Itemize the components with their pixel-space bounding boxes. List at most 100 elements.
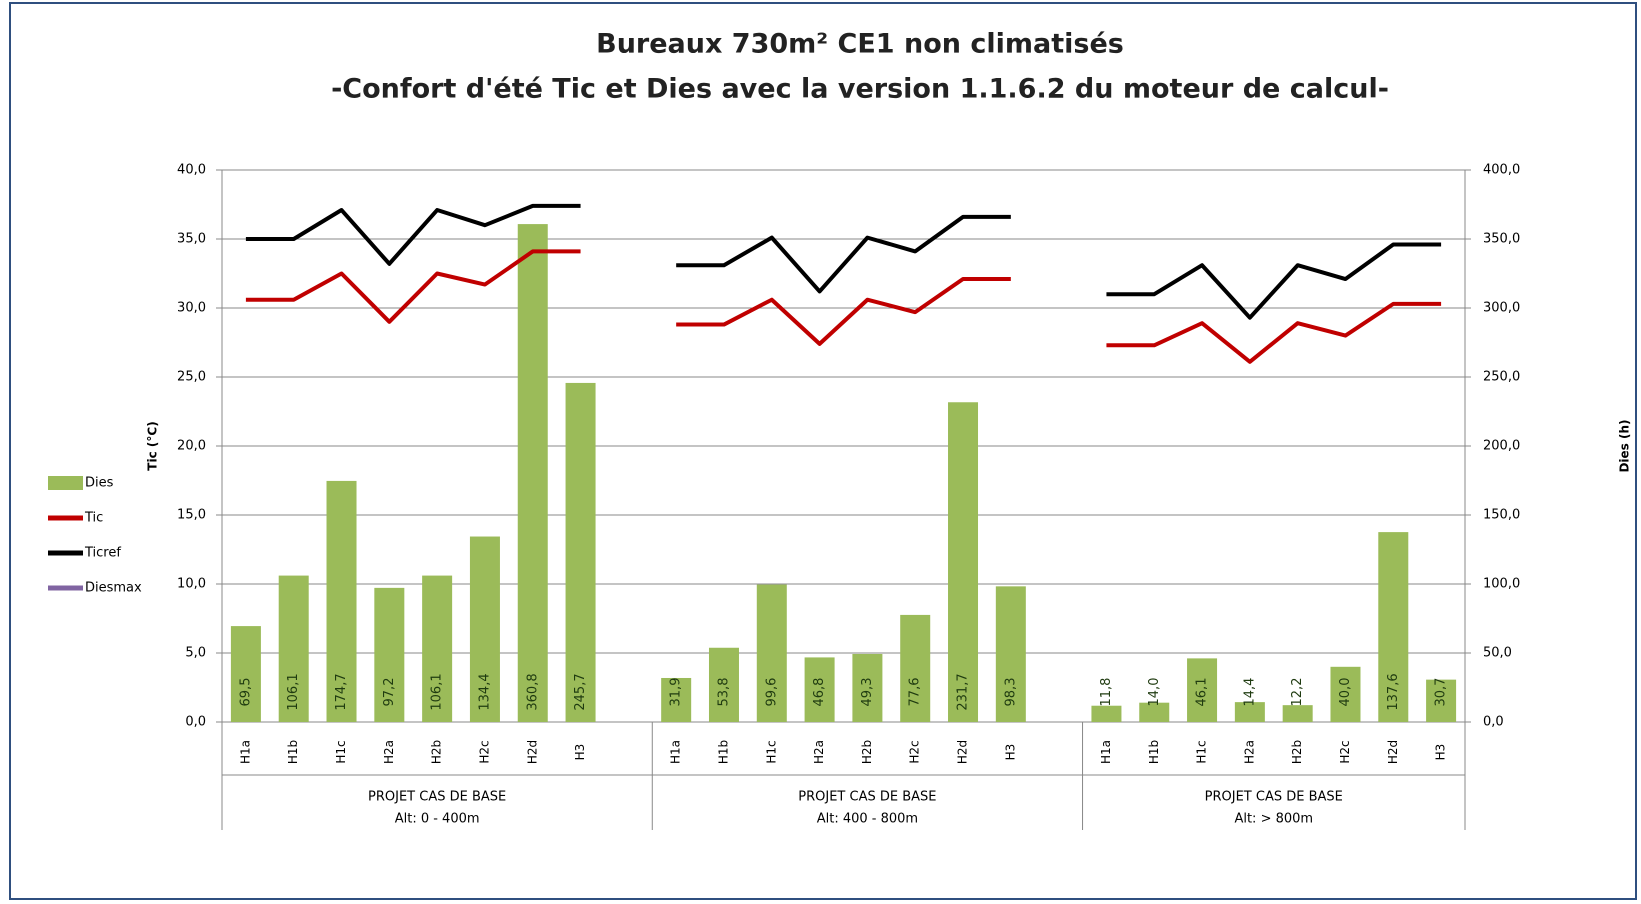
x-tick-label: H2a bbox=[382, 740, 396, 764]
data-label: 245,7 bbox=[573, 673, 588, 710]
bar bbox=[804, 657, 835, 722]
x-tick-label: H1c bbox=[764, 740, 778, 763]
data-label: 14,0 bbox=[1147, 678, 1162, 707]
bar bbox=[948, 402, 979, 722]
bar bbox=[422, 575, 453, 722]
group-label: PROJET CAS DE BASE bbox=[1205, 790, 1343, 805]
y-tick-label: 35,0 bbox=[177, 232, 206, 247]
data-label: 40,0 bbox=[1338, 678, 1353, 707]
bar bbox=[565, 382, 596, 722]
bar bbox=[374, 587, 405, 722]
x-tick-label: H3 bbox=[1434, 744, 1448, 761]
x-tick-label: H1b bbox=[1147, 740, 1161, 764]
x-tick-label: H2c bbox=[908, 740, 922, 763]
data-label: 12,2 bbox=[1290, 678, 1305, 707]
data-label: 360,8 bbox=[525, 673, 540, 710]
data-label: 69,5 bbox=[238, 678, 253, 707]
x-tick-label: H1b bbox=[286, 740, 300, 764]
bar bbox=[852, 653, 883, 722]
bar bbox=[326, 480, 357, 722]
x-tick-label: H2b bbox=[860, 740, 874, 764]
x-tick-label: H2d bbox=[525, 740, 539, 764]
bar bbox=[1330, 666, 1361, 722]
y2-tick-label: 300,0 bbox=[1483, 301, 1520, 316]
legend-label: Ticref bbox=[84, 546, 121, 561]
x-tick-label: H2d bbox=[956, 740, 970, 764]
x-tick-label: H1c bbox=[334, 740, 348, 763]
y-axis-label: Tic (°C) bbox=[146, 421, 160, 470]
chart-subtitle: -Confort d'été Tic et Dies avec la versi… bbox=[331, 74, 1389, 105]
x-tick-label: H1a bbox=[669, 740, 683, 764]
y-tick-label: 0,0 bbox=[185, 715, 206, 730]
line bbox=[245, 249, 581, 324]
x-tick-label: H2c bbox=[477, 740, 491, 763]
legend-label: Dies bbox=[85, 476, 114, 491]
group-label: Alt: > 800m bbox=[1234, 812, 1313, 827]
data-label: 14,4 bbox=[1242, 678, 1257, 707]
x-tick-label: H1c bbox=[1195, 740, 1209, 763]
x-tick-label: H2c bbox=[1338, 740, 1352, 763]
chart-title: Bureaux 730m² CE1 non climatisés bbox=[596, 29, 1124, 60]
data-label: 98,3 bbox=[1003, 678, 1018, 707]
bar bbox=[1426, 679, 1457, 722]
bar bbox=[469, 536, 500, 722]
bar bbox=[1187, 658, 1218, 722]
bar bbox=[708, 647, 739, 722]
x-tick-label: H1a bbox=[1099, 740, 1113, 764]
line bbox=[1106, 301, 1442, 364]
y2-tick-label: 250,0 bbox=[1483, 370, 1520, 385]
group-label: Alt: 400 - 800m bbox=[817, 812, 918, 827]
y-tick-label: 30,0 bbox=[177, 301, 206, 316]
bar bbox=[661, 677, 692, 722]
bar bbox=[230, 626, 261, 722]
data-label: 106,1 bbox=[430, 673, 445, 710]
bar bbox=[1139, 702, 1170, 722]
x-tick-label: H2b bbox=[1290, 740, 1304, 764]
group-label: PROJET CAS DE BASE bbox=[798, 790, 936, 805]
x-tick-label: H2b bbox=[430, 740, 444, 764]
data-label: 77,6 bbox=[908, 678, 923, 707]
data-label: 30,7 bbox=[1434, 678, 1449, 707]
y2-axis-label: Dies (h) bbox=[1618, 419, 1632, 472]
legend-swatch bbox=[48, 476, 83, 490]
data-label: 97,2 bbox=[382, 678, 397, 707]
y-tick-label: 10,0 bbox=[177, 577, 206, 592]
data-label: 174,7 bbox=[334, 673, 349, 710]
bar bbox=[278, 575, 309, 722]
x-tick-label: H2d bbox=[1386, 740, 1400, 764]
y-tick-label: 15,0 bbox=[177, 508, 206, 523]
y-tick-label: 40,0 bbox=[177, 163, 206, 178]
y2-tick-label: 400,0 bbox=[1483, 163, 1520, 178]
bar bbox=[517, 224, 548, 722]
line bbox=[676, 277, 1011, 346]
bar bbox=[756, 584, 787, 722]
x-tick-label: H3 bbox=[1003, 744, 1017, 761]
data-label: 137,6 bbox=[1386, 673, 1401, 710]
y2-tick-label: 0,0 bbox=[1483, 715, 1504, 730]
y2-tick-label: 100,0 bbox=[1483, 577, 1520, 592]
group-label: Alt: 0 - 400m bbox=[395, 812, 480, 827]
x-tick-label: H2a bbox=[1242, 740, 1256, 764]
legend-label: Diesmax bbox=[85, 581, 142, 596]
bar bbox=[1378, 532, 1409, 722]
x-tick-label: H1a bbox=[238, 740, 252, 764]
bar bbox=[1234, 702, 1265, 722]
y2-tick-label: 150,0 bbox=[1483, 508, 1520, 523]
data-label: 99,6 bbox=[764, 678, 779, 707]
bar bbox=[1091, 705, 1122, 722]
group-label: PROJET CAS DE BASE bbox=[368, 790, 506, 805]
data-label: 106,1 bbox=[286, 673, 301, 710]
data-label: 46,1 bbox=[1195, 678, 1210, 707]
data-label: 46,8 bbox=[812, 678, 827, 707]
line bbox=[676, 214, 1011, 294]
y2-tick-label: 50,0 bbox=[1483, 646, 1512, 661]
data-label: 31,9 bbox=[669, 678, 684, 707]
line bbox=[245, 203, 581, 266]
y-tick-label: 20,0 bbox=[177, 439, 206, 454]
data-label: 134,4 bbox=[477, 673, 492, 710]
y2-tick-label: 200,0 bbox=[1483, 439, 1520, 454]
data-label: 53,8 bbox=[716, 678, 731, 707]
chart-frame bbox=[9, 2, 1637, 900]
data-label: 11,8 bbox=[1099, 678, 1114, 707]
